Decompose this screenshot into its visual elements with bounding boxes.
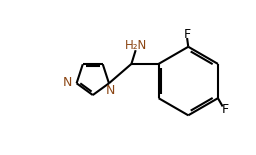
Text: H₂N: H₂N — [124, 38, 147, 51]
Text: F: F — [184, 28, 191, 41]
Text: N: N — [63, 76, 72, 89]
Text: N: N — [105, 84, 115, 97]
Text: F: F — [221, 104, 229, 117]
